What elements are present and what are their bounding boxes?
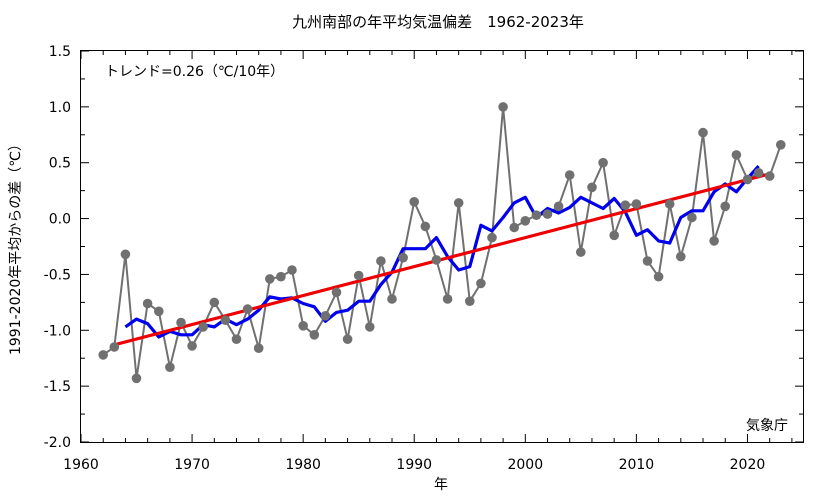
annual-point bbox=[587, 182, 597, 193]
x-axis-label: 年 bbox=[434, 477, 448, 493]
annual-point bbox=[664, 199, 675, 209]
annual-point bbox=[320, 311, 331, 321]
x-tick-label: 1970 bbox=[174, 457, 210, 473]
annual-point bbox=[242, 304, 253, 314]
annual-point bbox=[553, 201, 564, 212]
x-tick-label: 1980 bbox=[285, 457, 321, 473]
annual-point bbox=[109, 342, 120, 352]
annual-point bbox=[676, 251, 686, 262]
y-tick-label: -1.5 bbox=[44, 379, 71, 395]
y-tick-labels: 1.5 1.0 0.5 0.0 -0.5 -1.0 -1.5 -2.0 bbox=[44, 44, 71, 451]
y-tick-label: -2.0 bbox=[44, 435, 71, 451]
annual-point bbox=[520, 216, 531, 226]
x-tick-label: 2020 bbox=[730, 457, 766, 473]
annual-point bbox=[653, 271, 664, 282]
annual-point bbox=[176, 317, 186, 328]
running-mean-line bbox=[124, 165, 760, 339]
chart-marks bbox=[98, 102, 786, 384]
annual-point bbox=[420, 221, 431, 232]
annual-point bbox=[353, 270, 364, 281]
annual-point bbox=[731, 150, 742, 160]
annual-point bbox=[753, 168, 764, 178]
annual-point bbox=[198, 322, 208, 332]
annual-point bbox=[776, 140, 786, 150]
annual-point bbox=[498, 102, 508, 112]
annual-point bbox=[298, 321, 309, 331]
annual-point bbox=[431, 255, 442, 265]
y-tick-label: 1.0 bbox=[49, 100, 71, 116]
annual-point bbox=[476, 278, 486, 289]
chart-title: 九州南部の年平均気温偏差 1962-2023年 bbox=[292, 13, 584, 31]
annual-point bbox=[276, 271, 286, 282]
annual-point bbox=[642, 256, 653, 266]
annual-point bbox=[309, 330, 320, 340]
annual-point bbox=[398, 252, 408, 263]
annual-point bbox=[442, 294, 453, 304]
annual-point bbox=[331, 287, 342, 298]
annual-point bbox=[220, 315, 231, 326]
annual-point bbox=[687, 212, 697, 223]
annual-point bbox=[253, 343, 264, 354]
annual-point bbox=[598, 157, 608, 168]
annual-point bbox=[154, 306, 164, 317]
annual-point bbox=[365, 322, 375, 332]
y-axis-label: 1991-2020年平均からの差（℃） bbox=[8, 137, 24, 355]
annual-point bbox=[576, 247, 586, 257]
annual-point bbox=[698, 127, 708, 138]
x-tick-label: 1990 bbox=[396, 457, 432, 473]
annual-point bbox=[631, 199, 642, 209]
y-tick-label: -0.5 bbox=[44, 267, 71, 283]
annual-point bbox=[187, 341, 197, 351]
plot-frame bbox=[80, 50, 804, 443]
annual-point bbox=[620, 200, 631, 210]
x-tick-label: 2010 bbox=[619, 457, 655, 473]
annual-point bbox=[709, 236, 719, 246]
y-tick-label: -1.0 bbox=[44, 323, 71, 339]
annual-point bbox=[453, 198, 464, 208]
annual-point bbox=[120, 249, 131, 260]
annual-point bbox=[487, 232, 497, 243]
annual-point bbox=[376, 256, 386, 266]
annual-point bbox=[131, 373, 142, 384]
annual-point bbox=[742, 174, 753, 185]
annual-point bbox=[409, 197, 420, 207]
annual-point bbox=[720, 201, 730, 212]
annual-point bbox=[287, 265, 297, 275]
annual-point bbox=[509, 222, 519, 233]
annual-point bbox=[98, 350, 108, 360]
y-tick-label: 0.5 bbox=[49, 156, 71, 172]
annual-point bbox=[342, 334, 353, 345]
annual-point bbox=[209, 297, 220, 308]
annual-point bbox=[531, 210, 542, 220]
annual-point bbox=[265, 274, 275, 284]
annual-point bbox=[542, 209, 553, 219]
annual-point bbox=[764, 171, 775, 181]
annual-point bbox=[465, 296, 475, 307]
credit-label: 気象庁 bbox=[746, 418, 788, 434]
annual-series-line bbox=[102, 106, 782, 379]
annual-point bbox=[387, 294, 397, 304]
trend-label: トレンド=0.26（℃/10年） bbox=[105, 64, 284, 80]
x-tick-label: 2000 bbox=[507, 457, 543, 473]
y-tick-label: 1.5 bbox=[49, 44, 71, 60]
annual-point bbox=[231, 334, 242, 345]
y-tick-label: 0.0 bbox=[49, 212, 71, 228]
x-tick-labels: 1960 1970 1980 1990 2000 2010 2020 bbox=[63, 457, 765, 473]
axis-ticks bbox=[80, 50, 803, 443]
annual-point bbox=[165, 362, 175, 373]
x-tick-label: 1960 bbox=[63, 457, 99, 473]
annual-point bbox=[142, 298, 153, 309]
annual-point bbox=[609, 230, 619, 241]
annual-point bbox=[564, 170, 575, 180]
